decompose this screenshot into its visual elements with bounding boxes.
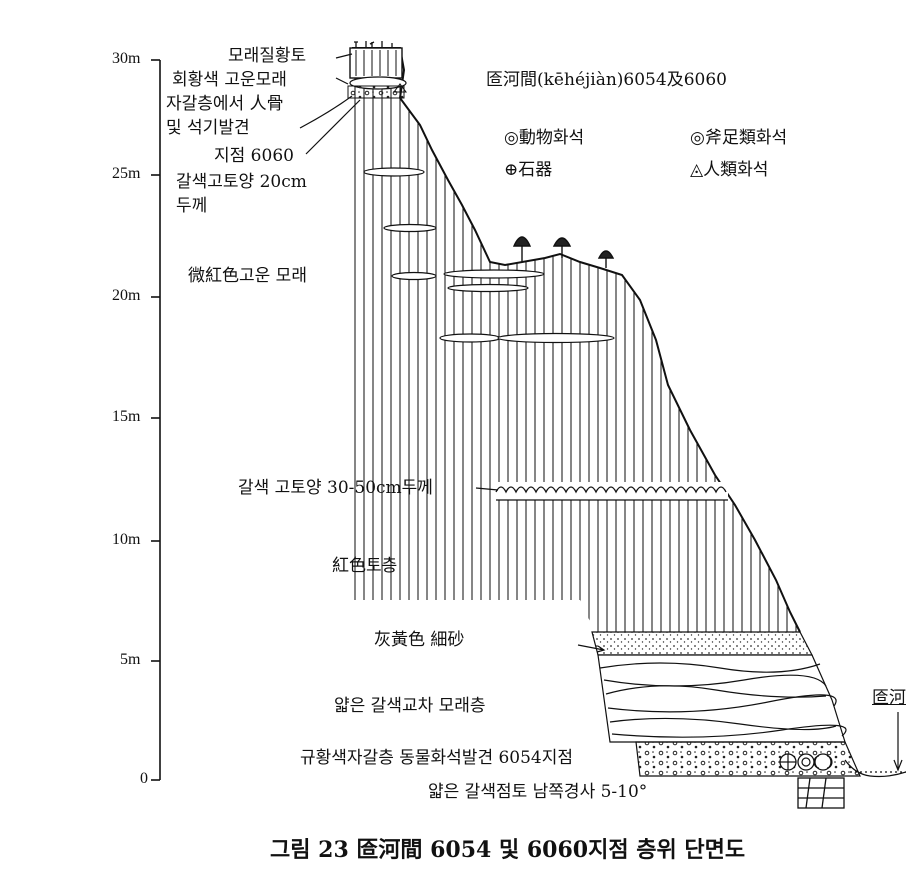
label-thin-brown-cross: 얇은 갈색교차 모래층 (334, 696, 486, 716)
legend-human-fossil: ◬人類화석 (690, 160, 769, 180)
leader-lines (299, 53, 903, 772)
label-site-6060: 지점 6060 (214, 146, 294, 166)
label-thin-clay: 얇은 갈색점토 남쪽경사 5-10° (428, 782, 648, 802)
tick-label-10m: 10m (112, 531, 141, 548)
figure-title: 匼河間(kēhéjiàn)6054及6060 (486, 70, 727, 90)
top-cap-layers (347, 41, 407, 99)
tick-label-25m: 25m (112, 165, 141, 182)
label-gravel-6054: 규황색자갈층 동물화석발견 6054지점 (300, 748, 574, 768)
label-brown-soil-20-1: 갈색고토양 20cm (176, 172, 307, 192)
figure-caption: 그림 23 匼河間 6054 및 6060지점 층위 단면도 (270, 837, 746, 863)
label-grey-yellow-sand: 회황색 고운모래 (172, 70, 287, 90)
label-river: 匼河 (872, 688, 906, 708)
label-grey-yellow-fine-sand: 灰黃色 細砂 (374, 630, 465, 650)
label-sandy-loess: 모래질황토 (228, 46, 307, 66)
paleosol-lenses (363, 167, 615, 344)
label-gravel-find-1: 자갈층에서 人骨 (166, 94, 284, 114)
label-reddish-sand: 微紅色고운 모래 (188, 266, 307, 286)
tick-label-15m: 15m (112, 408, 141, 425)
legend-bivalve-fossil: ◎斧足類화석 (690, 128, 788, 148)
label-red-soil: 紅色토층 (332, 556, 398, 576)
tick-label-20m: 20m (112, 287, 141, 304)
fine-sand-layer (591, 631, 813, 656)
label-brown-soil-30-50: 갈색 고토양 30-50cm두께 (238, 478, 433, 498)
tick-label-30m: 30m (112, 50, 141, 67)
legend-animal-fossil: ◎動物화석 (504, 128, 585, 148)
wavy-paleosol-band (495, 482, 728, 501)
scale-axis (151, 59, 161, 781)
gravel-layer (635, 741, 861, 777)
legend-stone-tool: ⊕石器 (504, 160, 553, 180)
cross-bedded-sand (597, 654, 847, 743)
tick-label-0: 0 (140, 770, 148, 787)
label-brown-soil-20-2: 두께 (176, 196, 208, 216)
label-gravel-find-2: 및 석기발견 (166, 118, 250, 138)
tick-label-5m: 5m (120, 651, 141, 668)
clay-and-river-bank (797, 759, 906, 809)
trees (512, 236, 615, 268)
